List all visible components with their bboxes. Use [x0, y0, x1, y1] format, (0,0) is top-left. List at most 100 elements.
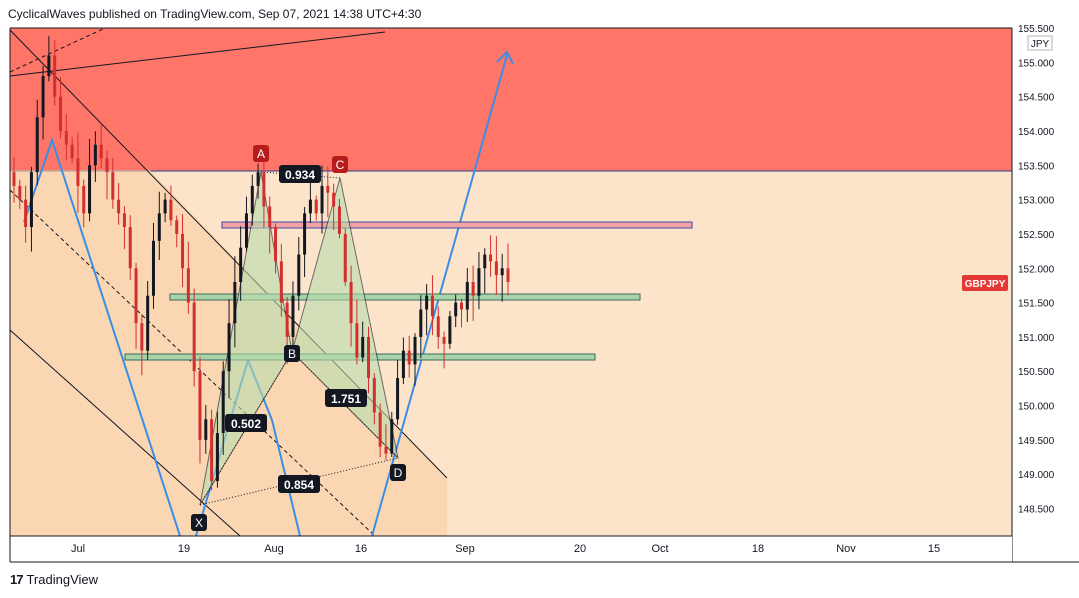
candle-body: [308, 199, 312, 214]
svg-text:B: B: [288, 347, 296, 361]
candle-body: [274, 227, 278, 262]
candle-body: [268, 206, 272, 228]
blue-arc-left: [23, 136, 181, 537]
time-axis-ticks: Jul 19 Aug 16 Sep 20 Oct 18 Nov 15: [71, 543, 940, 555]
candle-body: [361, 336, 365, 358]
svg-text:D: D: [394, 466, 403, 480]
time-axis[interactable]: [10, 536, 1012, 562]
candle-body: [82, 185, 86, 214]
candle-body: [489, 254, 493, 262]
candle-body: [355, 323, 359, 358]
candle-body: [157, 213, 161, 241]
footer-brand-label: TradingView: [26, 572, 99, 587]
candle-body: [134, 268, 138, 324]
candle-body: [256, 172, 260, 186]
svg-text:X: X: [195, 516, 203, 530]
candle-body: [93, 144, 97, 166]
x-tick-label: Jul: [71, 543, 85, 555]
candle-body: [436, 316, 440, 337]
candle-body: [210, 419, 214, 482]
candle-body: [430, 295, 434, 317]
candle-body: [396, 378, 400, 420]
ratio-label-0854[interactable]: 0.854: [278, 475, 320, 493]
x-tick-label: 20: [574, 543, 586, 555]
y-tick-label: 150.500: [1018, 367, 1055, 378]
candle-body: [425, 295, 429, 310]
candle-body: [24, 199, 28, 228]
y-tick-label: 155.500: [1018, 24, 1055, 35]
candle-body: [372, 378, 376, 413]
candle-body: [175, 220, 179, 234]
resistance-band[interactable]: [221, 221, 693, 229]
candle-body: [500, 268, 504, 276]
currency-badge: JPY: [1027, 35, 1053, 51]
candle-body: [367, 336, 371, 379]
x-tick-label: Nov: [836, 543, 856, 555]
publisher-line: CyclicalWaves published on TradingView.c…: [8, 7, 422, 21]
candle-body: [117, 199, 121, 214]
candle-body: [53, 55, 57, 97]
support-band-1[interactable]: [169, 293, 641, 301]
ratio-label-0502[interactable]: 0.502: [225, 414, 267, 432]
supply-zone[interactable]: [10, 28, 1012, 171]
pattern-label-c[interactable]: C: [332, 156, 348, 173]
candle-body: [291, 295, 295, 337]
y-tick-label: 151.000: [1018, 333, 1055, 344]
y-tick-label: 152.500: [1018, 230, 1055, 241]
candle-body: [146, 295, 150, 351]
y-tick-label: 152.000: [1018, 264, 1055, 275]
candle-body: [506, 268, 510, 282]
y-tick-label: 153.000: [1018, 196, 1055, 207]
y-tick-label: 153.500: [1018, 161, 1055, 172]
x-tick-label: Oct: [651, 543, 668, 555]
candle-body: [285, 302, 289, 337]
svg-text:A: A: [257, 147, 265, 161]
candle-body: [407, 350, 411, 365]
candle-body: [105, 158, 109, 173]
ratio-label-0934[interactable]: 0.934: [279, 165, 321, 183]
x-tick-label: 16: [355, 543, 367, 555]
y-tick-label: 148.500: [1018, 505, 1055, 516]
candle-body: [442, 336, 446, 344]
candle-body: [128, 227, 132, 269]
candle-body: [58, 96, 62, 131]
candle-body: [279, 261, 283, 303]
svg-text:0.854: 0.854: [284, 478, 314, 492]
candle-body: [314, 199, 318, 214]
y-tick-label: 150.000: [1018, 402, 1055, 413]
price-axis-ticks: 155.500 155.000 154.500 154.000 153.500 153.0…: [1018, 24, 1055, 516]
candle-body: [88, 165, 92, 214]
svg-text:JPY: JPY: [1031, 39, 1050, 50]
candle-body: [460, 302, 464, 310]
last-price-badge[interactable]: GBPJPY: [962, 275, 1008, 291]
candle-body: [494, 261, 498, 276]
y-tick-label: 154.500: [1018, 93, 1055, 104]
candle-body: [99, 144, 103, 159]
candle-body: [413, 336, 417, 365]
svg-text:1.751: 1.751: [331, 392, 361, 406]
candle-body: [343, 233, 347, 282]
svg-text:GBPJPY: GBPJPY: [965, 279, 1006, 290]
candle-body: [465, 282, 469, 310]
candle-body: [483, 254, 487, 269]
candle-body: [47, 55, 51, 77]
footer-brand[interactable]: 17 TradingView: [10, 572, 98, 587]
candle-body: [303, 213, 307, 255]
pattern-label-b[interactable]: B: [284, 345, 300, 362]
candle-body: [198, 371, 202, 440]
svg-text:0.934: 0.934: [285, 168, 315, 182]
candle-body: [186, 268, 190, 303]
candle-body: [320, 185, 324, 214]
pattern-label-x[interactable]: X: [191, 514, 207, 531]
candle-body: [64, 130, 68, 145]
candle-body: [204, 419, 208, 440]
candle-body: [35, 117, 39, 173]
price-axis[interactable]: [1012, 28, 1079, 536]
candle-body: [12, 172, 16, 186]
pattern-label-d[interactable]: D: [390, 464, 406, 481]
candle-body: [477, 268, 481, 296]
pattern-label-a[interactable]: A: [253, 145, 269, 162]
ratio-label-1751[interactable]: 1.751: [325, 389, 367, 407]
candle-body: [419, 309, 423, 337]
